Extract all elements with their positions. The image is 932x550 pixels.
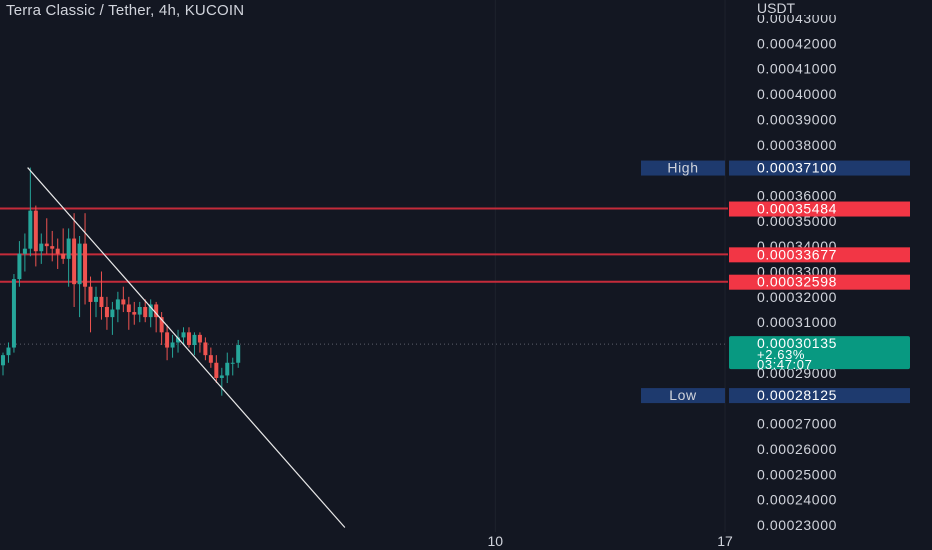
price-tick-label: 0.00041000: [757, 61, 837, 77]
candle-body[interactable]: [11, 279, 16, 348]
candle-body[interactable]: [61, 253, 66, 259]
candle-body[interactable]: [93, 296, 98, 302]
level-price-label: 0.00033677: [757, 246, 837, 262]
price-tick-label: 0.00031000: [757, 314, 837, 330]
candle-body[interactable]: [126, 304, 131, 313]
price-tick-label: 0.00040000: [757, 86, 837, 102]
candle-body[interactable]: [66, 238, 71, 259]
candle-body[interactable]: [22, 248, 27, 254]
level-price-label: 0.00035484: [757, 201, 837, 217]
bar-countdown: 03:47:07: [757, 357, 812, 372]
candles: [1, 167, 241, 396]
time-tick-label: 10: [488, 533, 504, 549]
horizontal-levels: [0, 207, 728, 345]
price-tick-label: 0.00027000: [757, 416, 837, 432]
candle-body[interactable]: [186, 332, 191, 346]
unit-label: USDT: [757, 0, 796, 16]
candle-body[interactable]: [83, 243, 88, 287]
price-tick-label: 0.00042000: [757, 35, 837, 51]
candle-body[interactable]: [110, 309, 115, 318]
grid: [494, 0, 726, 532]
trendline[interactable]: [27, 167, 346, 528]
candle-body[interactable]: [132, 312, 137, 315]
candle-body[interactable]: [33, 210, 38, 252]
candle-body[interactable]: [192, 334, 197, 346]
level-price-badge: [729, 247, 910, 263]
candle-body[interactable]: [165, 332, 170, 348]
candle-body[interactable]: [181, 332, 186, 338]
candle-body[interactable]: [99, 296, 104, 307]
time-tick-label: 17: [717, 533, 733, 549]
price-tick-label: 0.00025000: [757, 466, 837, 482]
candle-body[interactable]: [170, 342, 175, 348]
price-tick-label: 0.00023000: [757, 517, 837, 533]
candle-body[interactable]: [28, 210, 33, 249]
candle-body[interactable]: [208, 355, 213, 363]
candle-body[interactable]: [159, 317, 164, 333]
candle-body[interactable]: [154, 304, 159, 318]
level-price-badge: [729, 274, 910, 290]
price-tick-label: 0.00026000: [757, 441, 837, 457]
candle-body[interactable]: [121, 299, 126, 305]
candle-body[interactable]: [1, 355, 5, 366]
price-tick-label: 0.00032000: [757, 289, 837, 305]
low-label-badge: [641, 388, 725, 404]
candle-body[interactable]: [236, 345, 241, 363]
candle-body[interactable]: [17, 253, 22, 280]
candle-body[interactable]: [225, 362, 230, 376]
candle-body[interactable]: [88, 286, 93, 302]
candle-body[interactable]: [44, 243, 49, 247]
candle-body[interactable]: [230, 362, 235, 364]
candle-body[interactable]: [77, 243, 82, 285]
price-tick-label: 0.00039000: [757, 111, 837, 127]
unit-label-bg: [755, 0, 835, 15]
price-tick-label: 0.00024000: [757, 492, 837, 508]
candle-body[interactable]: [148, 304, 153, 318]
time-axis[interactable]: 10 17: [488, 533, 734, 549]
level-price-label: 0.00032598: [757, 274, 837, 290]
current-price-value: 0.00030135: [757, 335, 837, 351]
price-tick-label: 0.00038000: [757, 137, 837, 153]
current-price-badge: [729, 336, 910, 370]
candle-body[interactable]: [203, 342, 208, 356]
high-label-badge: [641, 160, 725, 176]
candle-body[interactable]: [39, 243, 44, 252]
candle-body[interactable]: [143, 306, 148, 318]
candle-body[interactable]: [197, 334, 202, 343]
candle-body[interactable]: [72, 238, 77, 285]
price-tick-label: 0.00036000: [757, 187, 837, 203]
overlays: [27, 167, 346, 528]
candle-body[interactable]: [104, 306, 109, 318]
candle-body[interactable]: [137, 306, 142, 315]
low-value-badge: [729, 388, 910, 404]
candle-body[interactable]: [176, 337, 181, 343]
candle-body[interactable]: [115, 299, 120, 310]
high-value: 0.00037100: [757, 160, 837, 176]
candle-body[interactable]: [219, 375, 224, 378]
candle-body[interactable]: [50, 246, 55, 249]
high-label: High: [667, 160, 698, 176]
current-price-change: +2.63%: [757, 347, 805, 362]
candle-body[interactable]: [6, 347, 11, 356]
price-tick-label: 0.00035000: [757, 213, 837, 229]
level-price-badge: [729, 201, 910, 217]
low-value: 0.00028125: [757, 387, 837, 403]
candle-body[interactable]: [55, 248, 60, 254]
high-value-badge: [729, 160, 910, 176]
candle-body[interactable]: [214, 362, 219, 378]
price-axis[interactable]: 0.000430000.000420000.000410000.00040000…: [641, 0, 910, 533]
chart-title: Terra Classic / Tether, 4h, KUCOIN: [6, 2, 245, 19]
low-label: Low: [669, 387, 697, 403]
